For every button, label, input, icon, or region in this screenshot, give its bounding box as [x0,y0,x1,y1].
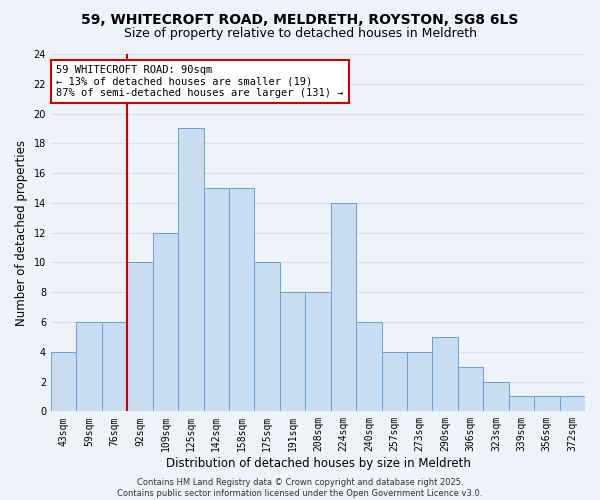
Bar [254,262,280,412]
Text: Size of property relative to detached houses in Meldreth: Size of property relative to detached ho… [124,28,476,40]
Text: 59, WHITECROFT ROAD, MELDRETH, ROYSTON, SG8 6LS: 59, WHITECROFT ROAD, MELDRETH, ROYSTON, … [82,12,518,26]
Bar [356,322,382,412]
Bar [178,128,203,412]
Bar [76,322,102,412]
Bar [127,262,152,412]
Bar [382,352,407,412]
Bar [560,396,585,411]
Text: Contains HM Land Registry data © Crown copyright and database right 2025.
Contai: Contains HM Land Registry data © Crown c… [118,478,482,498]
Bar [483,382,509,412]
Bar [407,352,433,412]
Text: 59 WHITECROFT ROAD: 90sqm
← 13% of detached houses are smaller (19)
87% of semi-: 59 WHITECROFT ROAD: 90sqm ← 13% of detac… [56,64,344,98]
Bar [509,396,534,411]
Bar [331,203,356,412]
Bar [51,352,76,412]
Bar [458,366,483,412]
Bar [534,396,560,411]
X-axis label: Distribution of detached houses by size in Meldreth: Distribution of detached houses by size … [166,457,470,470]
Y-axis label: Number of detached properties: Number of detached properties [15,140,28,326]
Bar [229,188,254,412]
Bar [102,322,127,412]
Bar [433,337,458,411]
Bar [203,188,229,412]
Bar [152,232,178,412]
Bar [305,292,331,412]
Bar [280,292,305,412]
